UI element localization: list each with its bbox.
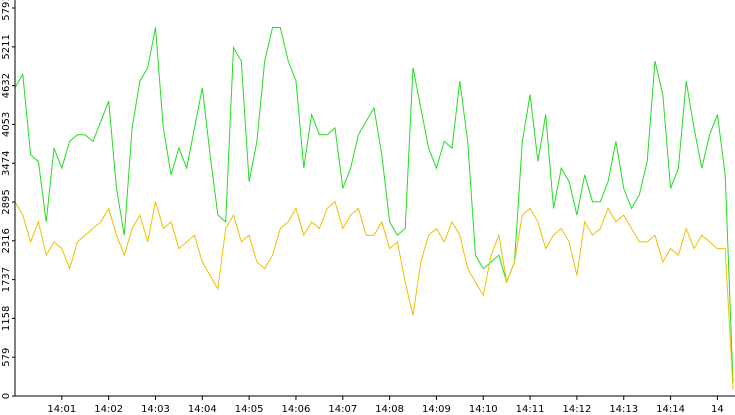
x-tick-label: 14:07 (328, 404, 357, 415)
x-tick-label: 14:10 (469, 404, 498, 415)
x-tick-label: 14:09 (422, 404, 451, 415)
x-tick-label: 14:13 (609, 404, 638, 415)
x-tick-label: 14:01 (47, 404, 76, 415)
y-tick-label: 1158 (1, 306, 12, 331)
y-tick-label: 4632 (1, 73, 12, 98)
y-tick-label: 3474 (1, 151, 12, 176)
x-tick-label: 14:05 (235, 404, 264, 415)
x-tick-label: 14:02 (94, 404, 123, 415)
x-tick-label: 14:11 (516, 404, 545, 415)
y-tick-label: 5791 (1, 0, 12, 21)
line-series (14, 27, 734, 383)
x-tick-label: 14 (711, 404, 724, 415)
line-series (14, 200, 734, 390)
x-tick-label: 14:08 (375, 404, 404, 415)
x-tick-label: 14:03 (141, 404, 170, 415)
x-tick-label: 14:12 (562, 404, 591, 415)
y-tick-label: 5211 (1, 34, 12, 59)
y-tick-label: 4053 (1, 112, 12, 137)
y-tick-label: 579 (1, 348, 12, 367)
y-tick-label: 2895 (1, 189, 12, 214)
x-tick-label: 14:04 (188, 404, 217, 415)
y-tick-label: 2316 (1, 228, 12, 253)
y-tick-label: 0 (1, 393, 12, 399)
y-tick-label: 1737 (1, 267, 12, 292)
x-tick-label: 14:14 (656, 404, 685, 415)
x-tick-label: 14:06 (282, 404, 311, 415)
